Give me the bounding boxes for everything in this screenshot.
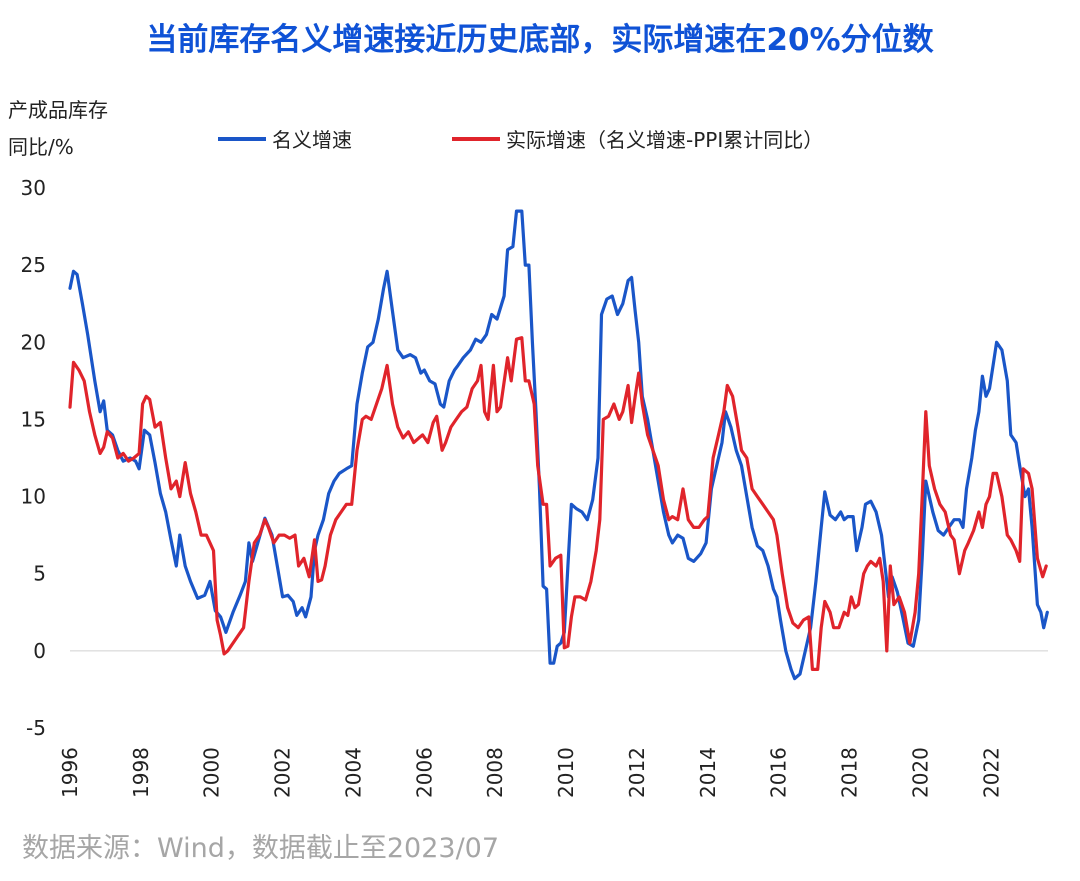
- series-line-real: [68, 336, 1048, 671]
- x-tick-label: 2008: [483, 747, 507, 798]
- x-tick-label: 1996: [58, 747, 82, 798]
- x-tick-label: 2012: [625, 747, 649, 798]
- x-tick-label: 2002: [271, 747, 295, 798]
- x-tick-label: 2000: [200, 747, 224, 798]
- legend-label-nominal: 名义增速: [272, 128, 352, 152]
- x-tick-label: 2018: [838, 747, 862, 798]
- source-note: 数据来源：Wind，数据截止至2023/07: [22, 833, 500, 864]
- legend: 名义增速 实际增速（名义增速-PPI累计同比）: [218, 124, 923, 153]
- legend-item-nominal: 名义增速: [218, 124, 352, 153]
- x-tick-label: 2020: [908, 747, 932, 798]
- x-tick-label: 2022: [979, 747, 1003, 798]
- y-tick-label: 15: [21, 407, 46, 431]
- y-tick-label: 5: [33, 562, 46, 586]
- x-tick-label: 2010: [554, 747, 578, 798]
- x-tick-label: 2006: [412, 747, 436, 798]
- y-axis-label: 产成品库存同比/%: [8, 98, 108, 159]
- legend-label-real: 实际增速（名义增速-PPI累计同比）: [506, 128, 824, 152]
- legend-swatch-nominal: [218, 136, 266, 141]
- y-tick-label: 25: [21, 253, 46, 277]
- y-tick-label: 10: [21, 485, 46, 509]
- legend-swatch-real: [452, 136, 500, 141]
- y-tick-label: -5: [26, 716, 46, 740]
- x-tick-label: 2014: [696, 747, 720, 798]
- series-line-nominal: [68, 209, 1049, 681]
- legend-item-real: 实际增速（名义增速-PPI累计同比）: [452, 124, 823, 153]
- x-tick-label: 2016: [767, 747, 791, 798]
- x-tick-label: 1998: [129, 747, 153, 798]
- y-tick-label: 30: [21, 176, 46, 200]
- y-tick-label: 20: [21, 330, 46, 354]
- y-tick-label: 0: [33, 639, 46, 663]
- chart-title: 当前库存名义增速接近历史底部，实际增速在20%分位数: [146, 22, 934, 58]
- x-tick-label: 2004: [341, 747, 365, 798]
